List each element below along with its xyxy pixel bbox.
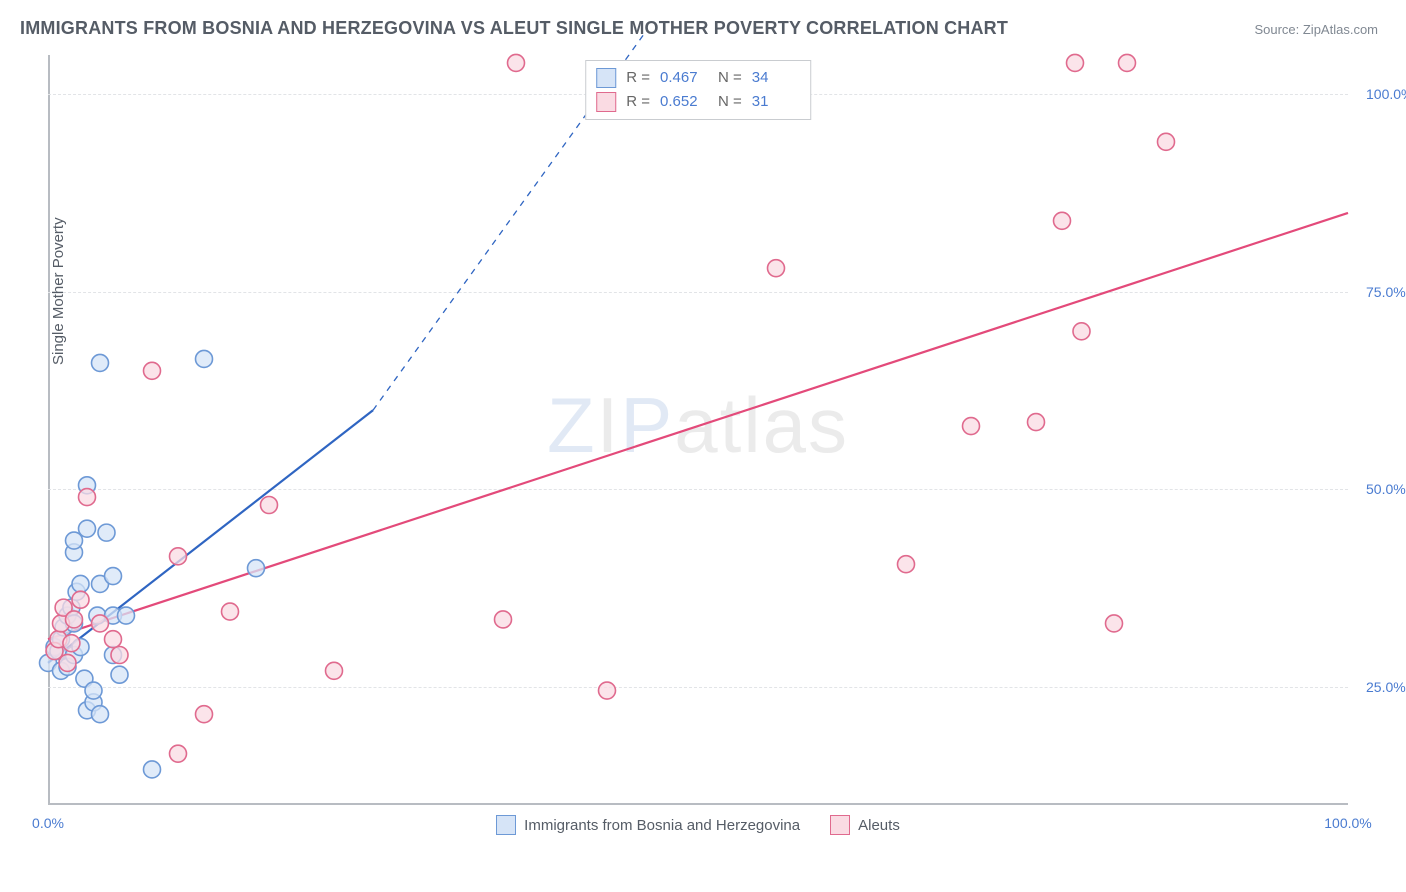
- correlation-stats-box: R = 0.467 N = 34 R = 0.652 N = 31: [585, 60, 811, 120]
- data-point: [1119, 54, 1136, 71]
- stat-r-value-a: 0.467: [660, 66, 708, 90]
- data-point: [261, 497, 278, 514]
- data-point: [898, 556, 915, 573]
- chart-svg: [48, 55, 1348, 805]
- data-point: [59, 654, 76, 671]
- data-point: [170, 745, 187, 762]
- data-point: [1106, 615, 1123, 632]
- stats-row-series-a: R = 0.467 N = 34: [596, 66, 800, 90]
- legend-label-b: Aleuts: [858, 817, 900, 834]
- y-tick-label: 75.0%: [1358, 284, 1406, 300]
- swatch-series-b: [596, 92, 616, 112]
- data-point: [72, 575, 89, 592]
- legend-swatch-a: [496, 815, 516, 835]
- data-point: [508, 54, 525, 71]
- swatch-series-a: [596, 68, 616, 88]
- data-point: [92, 706, 109, 723]
- stat-n-label: N =: [718, 66, 742, 90]
- data-point: [144, 761, 161, 778]
- data-point: [248, 560, 265, 577]
- data-point: [222, 603, 239, 620]
- stat-r-value-b: 0.652: [660, 90, 708, 114]
- data-point: [111, 647, 128, 664]
- data-point: [1158, 133, 1175, 150]
- legend-item-series-a: Immigrants from Bosnia and Herzegovina: [496, 815, 800, 835]
- legend-label-a: Immigrants from Bosnia and Herzegovina: [524, 817, 800, 834]
- data-point: [1028, 414, 1045, 431]
- stats-row-series-b: R = 0.652 N = 31: [596, 90, 800, 114]
- legend: Immigrants from Bosnia and Herzegovina A…: [48, 815, 1348, 835]
- source-attribution: Source: ZipAtlas.com: [1254, 22, 1378, 37]
- stat-r-label: R =: [626, 66, 650, 90]
- data-point: [79, 489, 96, 506]
- data-point: [98, 524, 115, 541]
- stat-n-label: N =: [718, 90, 742, 114]
- stat-n-value-a: 34: [752, 66, 800, 90]
- chart-title: IMMIGRANTS FROM BOSNIA AND HERZEGOVINA V…: [20, 18, 1008, 39]
- data-point: [66, 611, 83, 628]
- data-point: [79, 520, 96, 537]
- data-point: [105, 631, 122, 648]
- data-point: [963, 418, 980, 435]
- stat-n-value-b: 31: [752, 90, 800, 114]
- data-point: [118, 607, 135, 624]
- data-point: [768, 260, 785, 277]
- x-tick-label: 100.0%: [1324, 815, 1371, 831]
- trend-line: [48, 213, 1348, 639]
- y-tick-label: 25.0%: [1358, 679, 1406, 695]
- data-point: [1054, 212, 1071, 229]
- data-point: [111, 666, 128, 683]
- data-point: [196, 350, 213, 367]
- data-point: [1067, 54, 1084, 71]
- data-point: [495, 611, 512, 628]
- data-point: [170, 548, 187, 565]
- y-tick-label: 100.0%: [1358, 86, 1406, 102]
- data-point: [599, 682, 616, 699]
- data-point: [105, 568, 122, 585]
- x-tick-label: 0.0%: [32, 815, 64, 831]
- data-point: [326, 662, 343, 679]
- data-point: [92, 615, 109, 632]
- data-point: [85, 682, 102, 699]
- y-axis-label: Single Mother Poverty: [50, 217, 67, 365]
- chart-plot-area: 25.0%50.0%75.0%100.0% ZIPatlas R = 0.467…: [48, 55, 1348, 805]
- data-point: [1073, 323, 1090, 340]
- data-point: [196, 706, 213, 723]
- legend-swatch-b: [830, 815, 850, 835]
- data-point: [63, 635, 80, 652]
- data-point: [72, 591, 89, 608]
- stat-r-label: R =: [626, 90, 650, 114]
- legend-item-series-b: Aleuts: [830, 815, 900, 835]
- data-point: [92, 354, 109, 371]
- data-point: [144, 362, 161, 379]
- y-tick-label: 50.0%: [1358, 481, 1406, 497]
